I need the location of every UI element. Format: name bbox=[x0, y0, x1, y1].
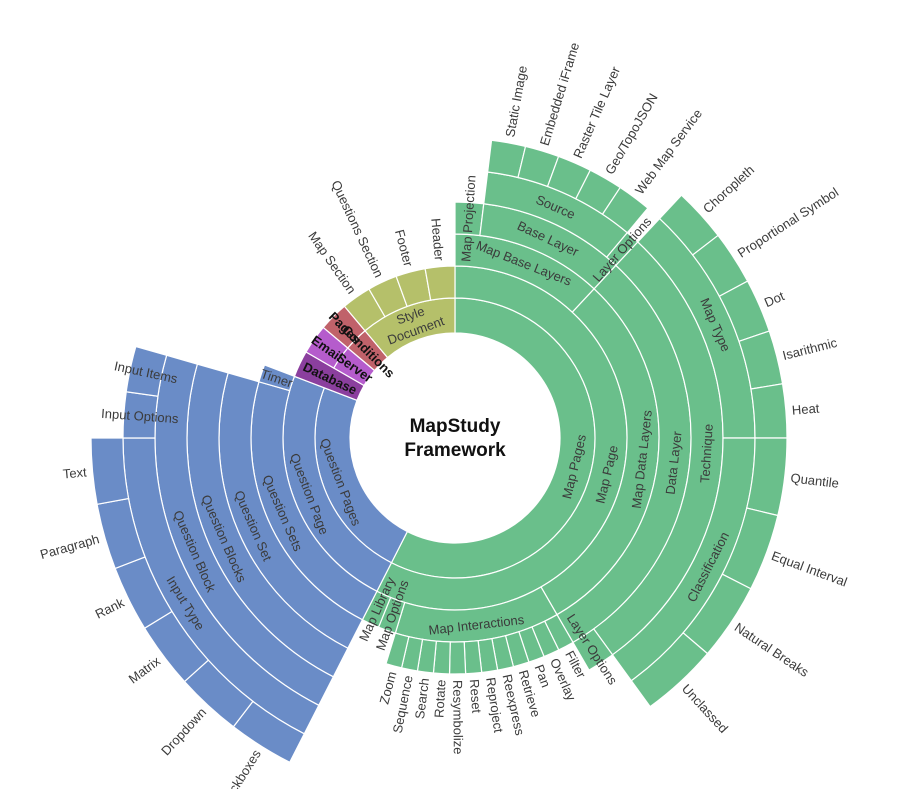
label-unclassed: Unclassed bbox=[679, 681, 731, 736]
label-dot: Dot bbox=[762, 288, 787, 310]
label-resymbolize: Resymbolize bbox=[450, 680, 466, 755]
label-header: Header bbox=[428, 218, 447, 262]
label-paragraph: Paragraph bbox=[38, 531, 101, 562]
label-technique: Technique bbox=[697, 423, 716, 483]
label-search: Search bbox=[412, 677, 432, 720]
segment-resymbolize bbox=[448, 641, 467, 675]
label-text: Text bbox=[62, 464, 87, 481]
label-embedded-iframe: Embedded iFrame bbox=[537, 41, 582, 148]
label-map-projection: Map Projection bbox=[458, 175, 478, 262]
label-data-layer: Data Layer bbox=[663, 430, 685, 496]
label-proportional-symbol: Proportional Symbol bbox=[735, 184, 842, 260]
segment-header bbox=[424, 265, 456, 301]
segment-unclassed bbox=[630, 631, 709, 708]
label-heat: Heat bbox=[791, 401, 820, 418]
label-dropdown: Dropdown bbox=[158, 705, 209, 759]
center-title-line1: MapStudy bbox=[410, 416, 501, 437]
label-matrix: Matrix bbox=[126, 653, 164, 686]
label-checkboxes: Checkboxes bbox=[213, 746, 264, 789]
label-input-options: Input Options bbox=[101, 406, 180, 426]
segment-reset bbox=[463, 640, 483, 675]
label-footer: Footer bbox=[392, 228, 416, 269]
label-static-image: Static Image bbox=[502, 64, 530, 138]
segment-text bbox=[90, 437, 130, 506]
label-rotate: Rotate bbox=[431, 679, 448, 718]
label-choropleth: Choropleth bbox=[700, 162, 757, 216]
label-pan: Pan bbox=[532, 663, 554, 690]
segment-heat bbox=[750, 383, 788, 439]
label-rank: Rank bbox=[93, 595, 127, 622]
center-title-line2: Framework bbox=[404, 440, 506, 461]
label-isarithmic: Isarithmic bbox=[781, 335, 839, 363]
segment-input-items bbox=[125, 345, 168, 397]
label-reset: Reset bbox=[467, 679, 485, 714]
label-equal-interval: Equal Interval bbox=[769, 548, 849, 590]
label-natural-breaks: Natural Breaks bbox=[732, 620, 812, 681]
segments-layer bbox=[90, 139, 788, 764]
label-quantile: Quantile bbox=[790, 470, 840, 491]
label-map-section: Map Section bbox=[305, 229, 359, 297]
